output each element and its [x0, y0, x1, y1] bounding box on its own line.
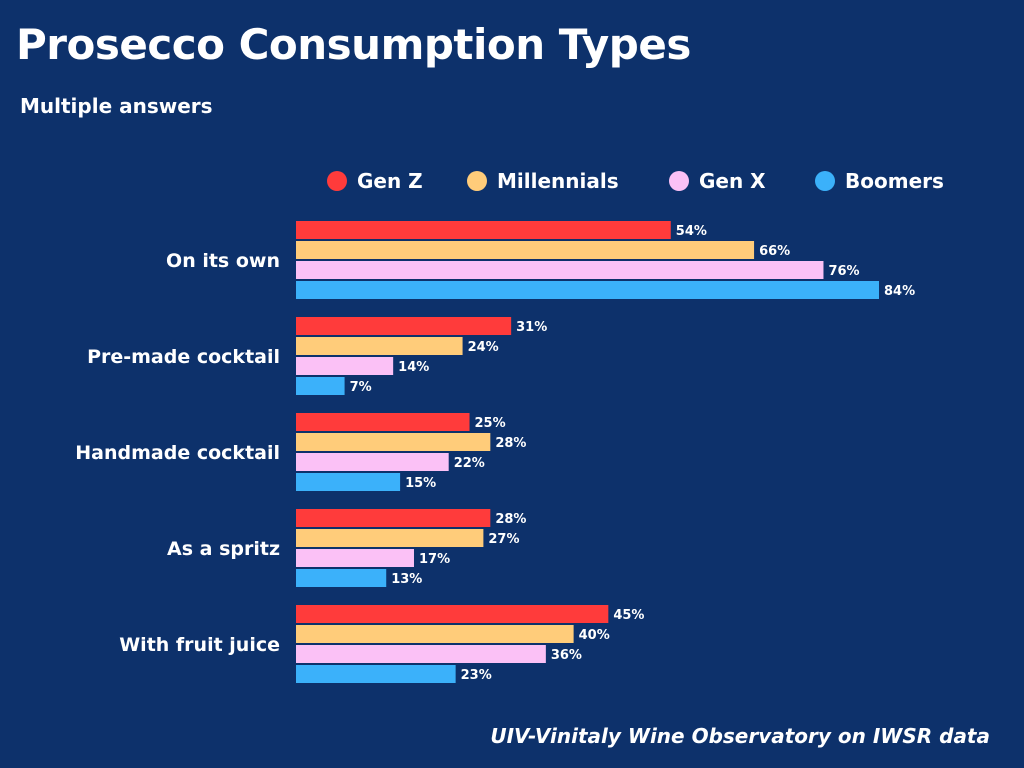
data-label-handmade-cocktail-gen-z: 25% — [475, 416, 506, 431]
bar-on-its-own-gen-x — [296, 261, 824, 279]
bar-on-its-own-gen-z — [296, 221, 671, 239]
bar-as-a-spritz-gen-z — [296, 509, 491, 527]
data-label-with-fruit-juice-gen-x: 36% — [551, 648, 582, 663]
bar-with-fruit-juice-gen-z — [296, 605, 609, 623]
bar-handmade-cocktail-gen-z — [296, 413, 470, 431]
data-label-pre-made-cocktail-gen-x: 14% — [398, 360, 429, 375]
data-label-handmade-cocktail-boomers: 15% — [405, 476, 436, 491]
bar-handmade-cocktail-boomers — [296, 473, 401, 491]
bar-pre-made-cocktail-millennials — [296, 337, 463, 355]
chart-title: Prosecco Consumption Types — [16, 20, 691, 69]
bar-with-fruit-juice-millennials — [296, 625, 574, 643]
data-label-on-its-own-gen-x: 76% — [828, 264, 859, 279]
bar-on-its-own-millennials — [296, 241, 755, 259]
data-label-on-its-own-boomers: 84% — [884, 284, 915, 299]
data-label-on-its-own-millennials: 66% — [759, 244, 790, 259]
data-label-as-a-spritz-gen-x: 17% — [419, 552, 450, 567]
data-label-pre-made-cocktail-gen-z: 31% — [516, 320, 547, 335]
bar-pre-made-cocktail-gen-z — [296, 317, 512, 335]
chart-subtitle: Multiple answers — [20, 94, 213, 118]
bar-as-a-spritz-boomers — [296, 569, 387, 587]
bar-on-its-own-boomers — [296, 281, 879, 299]
data-label-as-a-spritz-boomers: 13% — [391, 572, 422, 587]
legend-marker-boomers — [815, 171, 835, 191]
bar-handmade-cocktail-gen-x — [296, 453, 449, 471]
data-label-with-fruit-juice-gen-z: 45% — [613, 608, 644, 623]
data-label-as-a-spritz-gen-z: 28% — [495, 512, 526, 527]
legend-label-gen-z: Gen Z — [357, 169, 423, 193]
data-label-with-fruit-juice-millennials: 40% — [579, 628, 610, 643]
legend-marker-gen-z — [327, 171, 347, 191]
data-label-as-a-spritz-millennials: 27% — [488, 532, 519, 547]
legend-marker-millennials — [467, 171, 487, 191]
source-note: UIV-Vinitaly Wine Observatory on IWSR da… — [490, 724, 990, 748]
data-label-with-fruit-juice-boomers: 23% — [461, 668, 492, 683]
bar-pre-made-cocktail-gen-x — [296, 357, 394, 375]
category-label-as-a-spritz: As a spritz — [167, 538, 280, 560]
bar-pre-made-cocktail-boomers — [296, 377, 345, 395]
bar-with-fruit-juice-boomers — [296, 665, 456, 683]
bar-with-fruit-juice-gen-x — [296, 645, 546, 663]
legend-label-gen-x: Gen X — [699, 169, 766, 193]
category-label-on-its-own: On its own — [166, 250, 280, 272]
category-label-with-fruit-juice: With fruit juice — [119, 634, 280, 656]
legend-label-millennials: Millennials — [497, 169, 619, 193]
legend-label-boomers: Boomers — [845, 169, 944, 193]
bar-as-a-spritz-gen-x — [296, 549, 414, 567]
legend-marker-gen-x — [669, 171, 689, 191]
data-label-handmade-cocktail-gen-x: 22% — [454, 456, 485, 471]
data-label-handmade-cocktail-millennials: 28% — [495, 436, 526, 451]
data-label-on-its-own-gen-z: 54% — [676, 224, 707, 239]
bar-handmade-cocktail-millennials — [296, 433, 491, 451]
data-label-pre-made-cocktail-boomers: 7% — [350, 380, 372, 395]
category-label-handmade-cocktail: Handmade cocktail — [75, 442, 280, 464]
category-label-pre-made-cocktail: Pre-made cocktail — [87, 346, 280, 368]
bar-as-a-spritz-millennials — [296, 529, 484, 547]
data-label-pre-made-cocktail-millennials: 24% — [468, 340, 499, 355]
